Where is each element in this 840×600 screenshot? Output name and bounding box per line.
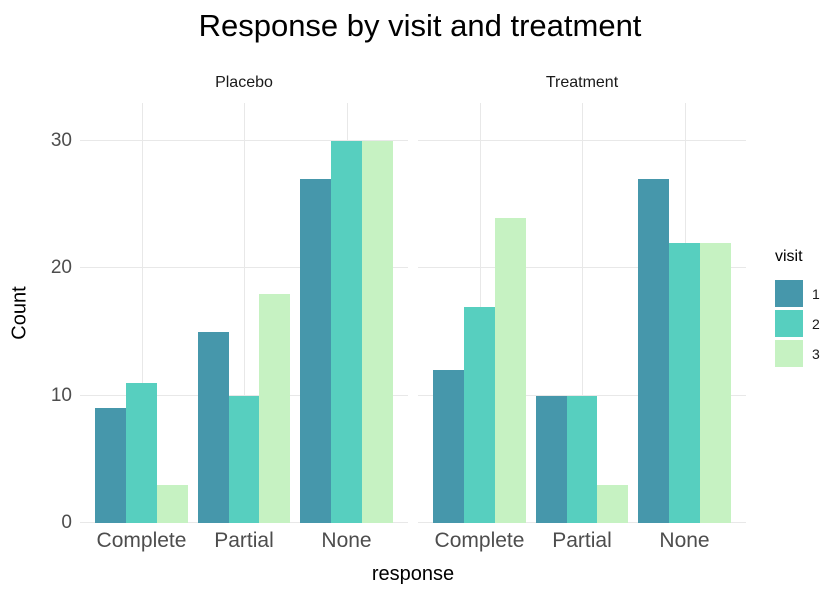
- bar-treatment-complete-visit1: [433, 370, 465, 523]
- legend-label-visit-2: 2: [812, 315, 820, 332]
- bar-placebo-none-visit3: [361, 141, 393, 523]
- x-tick-label-complete: Complete: [96, 529, 187, 552]
- bar-placebo-partial-visit2: [228, 395, 260, 523]
- bar-placebo-complete-visit1: [95, 408, 127, 523]
- x-tick-label-none: None: [659, 529, 710, 552]
- chart-title: Response by visit and treatment: [198, 8, 642, 43]
- legend-key-visit-1: 1: [775, 280, 820, 307]
- x-tick-label-partial: Partial: [214, 529, 274, 552]
- v-gridline-partial: [582, 103, 583, 523]
- bar-placebo-complete-visit2: [126, 383, 157, 523]
- bar-placebo-none-visit2: [331, 141, 362, 523]
- facet-label-placebo: Placebo: [215, 74, 273, 91]
- legend-title: visit: [775, 248, 803, 265]
- x-tick-label-partial: Partial: [552, 529, 612, 552]
- v-gridline-partial: [244, 103, 245, 523]
- legend-key-visit-3: 3: [775, 340, 820, 367]
- y-tick-label-0: 0: [61, 512, 72, 533]
- bar-treatment-complete-visit2: [464, 306, 495, 523]
- bar-treatment-complete-visit3: [494, 217, 526, 523]
- legend-label-visit-3: 3: [812, 345, 820, 362]
- panel-treatment: [418, 103, 746, 523]
- bar-treatment-none-visit1: [638, 179, 670, 523]
- bar-placebo-none-visit1: [300, 179, 332, 523]
- legend-label-visit-1: 1: [812, 285, 820, 302]
- bar-treatment-partial-visit2: [566, 395, 598, 523]
- x-tick-label-none: None: [321, 529, 372, 552]
- legend-key-visit-2: 2: [775, 310, 820, 337]
- y-axis-title: Count: [8, 286, 31, 340]
- legend-swatch-visit-3: [775, 340, 803, 367]
- bar-placebo-complete-visit3: [156, 484, 188, 523]
- bar-treatment-none-visit2: [669, 243, 700, 523]
- bar-placebo-partial-visit1: [197, 332, 229, 523]
- y-tick-label-10: 10: [50, 384, 72, 406]
- bar-treatment-none-visit3: [699, 243, 731, 523]
- x-axis-title: response: [371, 563, 455, 585]
- legend: visit 1 2 3: [775, 248, 820, 370]
- y-tick-label-20: 20: [50, 257, 72, 279]
- bar-placebo-partial-visit3: [259, 293, 291, 523]
- legend-swatch-visit-1: [775, 280, 803, 307]
- legend-swatch-visit-2: [775, 310, 803, 337]
- bar-treatment-partial-visit3: [597, 484, 629, 523]
- facet-label-treatment: Treatment: [545, 74, 619, 91]
- y-tick-label-30: 30: [50, 130, 72, 152]
- x-tick-label-complete: Complete: [434, 529, 525, 552]
- legend-keys: 1 2 3: [775, 280, 820, 367]
- bar-treatment-partial-visit1: [535, 395, 567, 523]
- panel-placebo: [80, 103, 408, 523]
- v-gridline-complete: [141, 103, 143, 523]
